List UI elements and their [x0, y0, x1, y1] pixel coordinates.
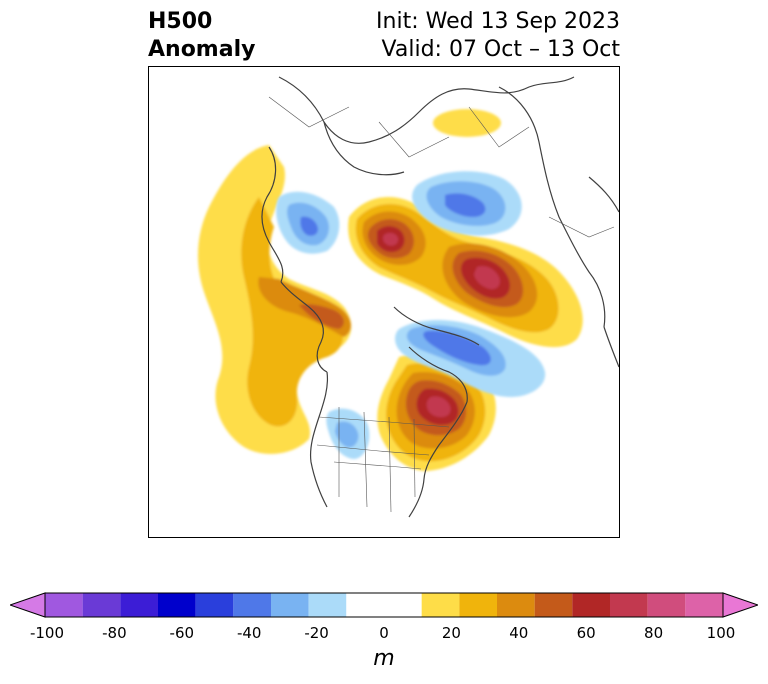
- colorbar-cell: [233, 593, 271, 617]
- coastlines: [261, 76, 619, 518]
- colorbar-cell: [647, 593, 686, 617]
- colorbar-tick-label: 20: [441, 624, 461, 642]
- colorbar-tick-label: -60: [169, 624, 195, 642]
- colorbar-tick-label: 0: [379, 624, 389, 642]
- colorbar-cell: [120, 593, 158, 617]
- colorbar-cell: [459, 593, 497, 617]
- colorbar-cell: [45, 593, 83, 617]
- map-canvas: [197, 76, 619, 518]
- colorbar-cell: [158, 593, 196, 617]
- init-date: Init: Wed 13 Sep 2023: [376, 9, 620, 34]
- colorbar-tick-label: 100: [706, 624, 736, 642]
- title-line-2: Anomaly: [148, 37, 256, 62]
- colorbar-tick-label: 40: [509, 624, 529, 642]
- colorbar-cell: [308, 593, 347, 617]
- positive-anomaly-areas: [197, 109, 583, 471]
- colorbar-tick-labels: -100 -80 -60 -40 -20 0 20 40 60 80 100: [0, 624, 768, 644]
- colorbar-cell: [346, 593, 422, 617]
- colorbar-cell: [610, 593, 648, 617]
- colorbar-cell: [534, 593, 573, 617]
- colorbar-tick-label: 80: [644, 624, 664, 642]
- negative-anomaly-areas: [276, 171, 546, 459]
- colorbar-cell: [572, 593, 610, 617]
- date-block: Init: Wed 13 Sep 2023 Valid: 07 Oct – 13…: [376, 8, 620, 64]
- anomaly-map: [148, 66, 620, 538]
- colorbar-tick-label: -40: [236, 624, 262, 642]
- colorbar-unit-label: m: [373, 646, 395, 671]
- colorbar-tick-label: -100: [29, 624, 65, 642]
- colorbar-cells: [45, 593, 723, 617]
- colorbar-cell: [497, 593, 535, 617]
- colorbar-cell: [82, 593, 121, 617]
- colorbar-overflow: [722, 592, 758, 618]
- title-block: H500 Anomaly: [148, 8, 255, 64]
- colorbar: [10, 592, 758, 618]
- valid-period: Valid: 07 Oct – 13 Oct: [381, 37, 620, 62]
- colorbar-cell: [271, 593, 309, 617]
- colorbar-cell: [195, 593, 234, 617]
- colorbar-tick-label: -80: [102, 624, 127, 642]
- colorbar-tick-label: 60: [576, 624, 596, 642]
- colorbar-underflow: [10, 592, 46, 618]
- colorbar-cell: [685, 593, 723, 617]
- colorbar-border: [44, 592, 724, 618]
- colorbar-tick-label: -20: [304, 624, 329, 642]
- title-line-1: H500: [148, 9, 213, 34]
- borders: [268, 96, 615, 513]
- colorbar-cell: [421, 593, 460, 617]
